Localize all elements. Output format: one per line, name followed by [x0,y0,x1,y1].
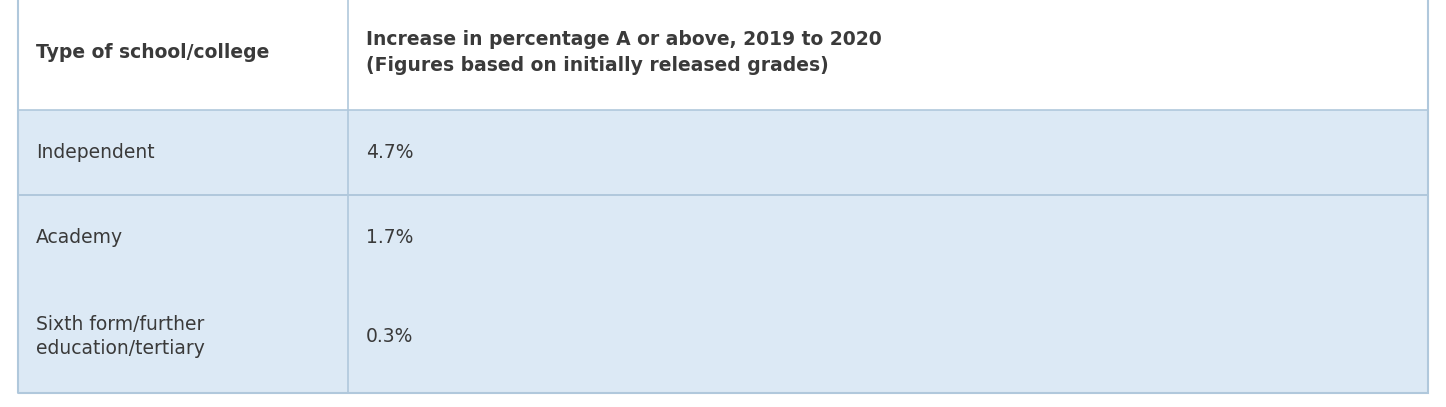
Text: 0.3%: 0.3% [366,327,414,346]
Text: 4.7%: 4.7% [366,143,414,162]
Text: Type of school/college: Type of school/college [36,43,269,62]
Bar [17,280,1429,393]
Text: Sixth form/further
education/tertiary: Sixth form/further education/tertiary [36,315,205,359]
Bar [17,195,1429,280]
Bar [17,0,1429,110]
Text: 1.7%: 1.7% [366,228,414,247]
Text: Academy: Academy [36,228,123,247]
Text: Increase in percentage A or above, 2019 to 2020
(Figures based on initially rele: Increase in percentage A or above, 2019 … [366,30,882,75]
Bar [17,110,1429,195]
Text: Independent: Independent [36,143,155,162]
